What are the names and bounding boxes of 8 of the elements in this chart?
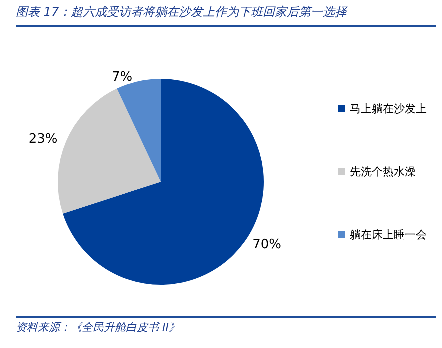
data-label: 7%	[112, 70, 133, 86]
legend-label: 先洗个热水澡	[350, 166, 416, 178]
text: 资料来源：《全民升舱白皮书 II》	[16, 320, 180, 335]
chart-title: 图表 17：超六成受访者将躺在沙发上作为下班回家后第一选择	[16, 4, 348, 21]
data-label: 23%	[28, 132, 58, 148]
legend-label: 马上躺在沙发上	[350, 102, 427, 116]
data-label: 70%	[252, 237, 282, 252]
legend-label: 躺在床上睡一会	[350, 228, 427, 242]
